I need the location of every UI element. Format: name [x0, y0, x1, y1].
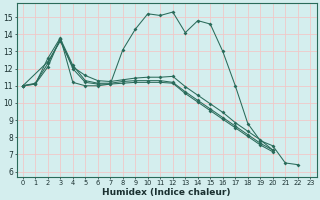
X-axis label: Humidex (Indice chaleur): Humidex (Indice chaleur) [102, 188, 231, 197]
